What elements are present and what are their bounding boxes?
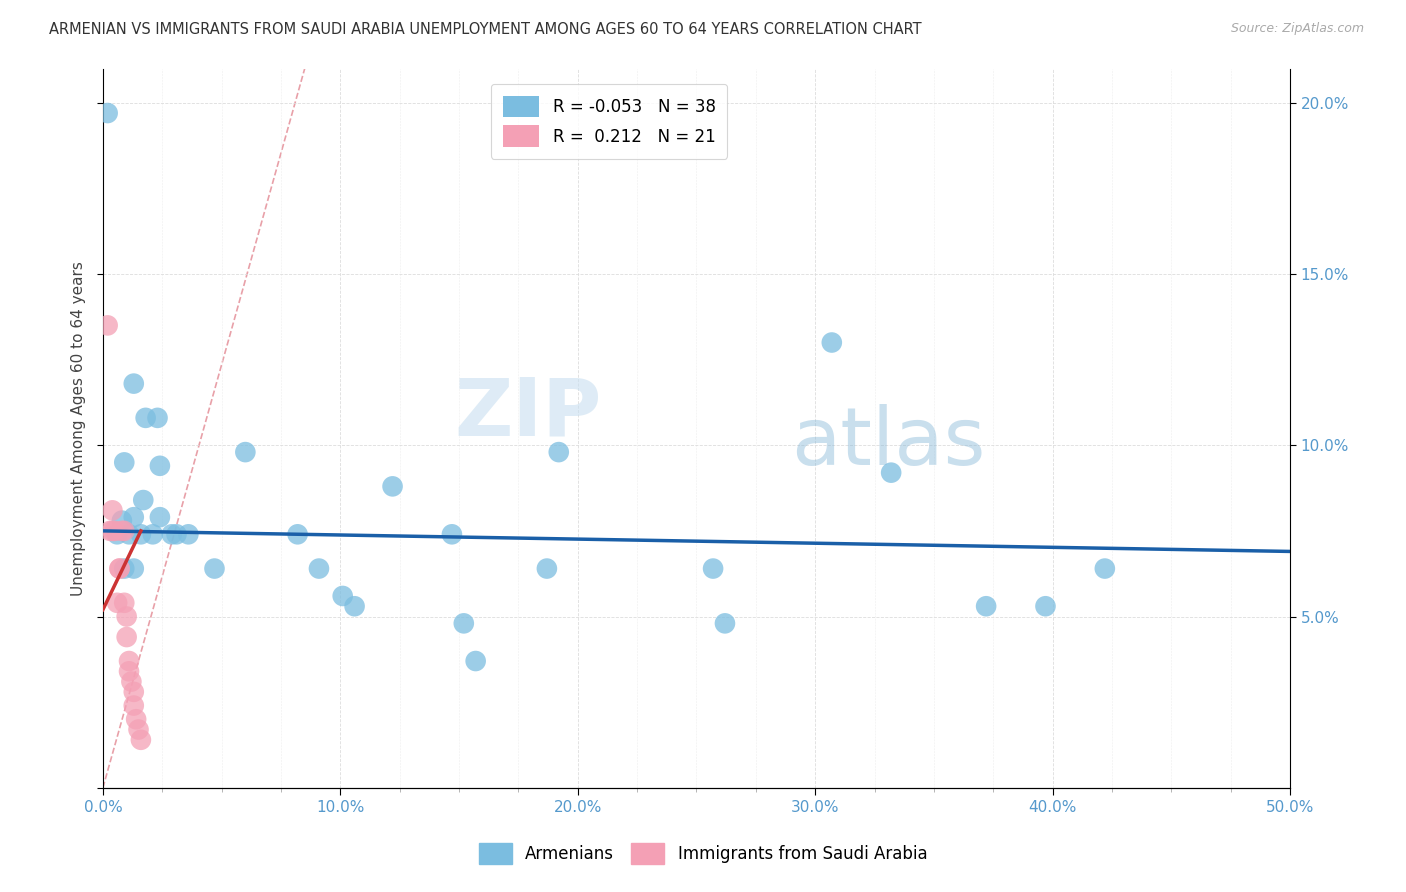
Legend: Armenians, Immigrants from Saudi Arabia: Armenians, Immigrants from Saudi Arabia [472, 837, 934, 871]
Point [97, 106, 120, 120]
Point [104, 524, 127, 538]
Point [108, 561, 131, 575]
Point [112, 596, 135, 610]
Point [132, 493, 155, 508]
Y-axis label: Unemployment Among Ages 60 to 64 years: Unemployment Among Ages 60 to 64 years [72, 260, 86, 596]
Point [547, 445, 569, 459]
Point [108, 561, 131, 575]
Point [1035, 599, 1057, 614]
Point [122, 698, 145, 713]
Point [308, 561, 330, 575]
Point [118, 527, 141, 541]
Text: atlas: atlas [792, 403, 986, 482]
Point [111, 514, 134, 528]
Point [536, 561, 558, 575]
Point [118, 654, 141, 668]
Point [880, 466, 903, 480]
Point [142, 527, 165, 541]
Point [101, 524, 124, 538]
Point [343, 599, 366, 614]
Point [111, 524, 134, 538]
Point [120, 674, 142, 689]
Point [453, 616, 475, 631]
Point [112, 561, 135, 575]
Point [129, 732, 152, 747]
Point [122, 376, 145, 391]
Text: ARMENIAN VS IMMIGRANTS FROM SAUDI ARABIA UNEMPLOYMENT AMONG AGES 60 TO 64 YEARS : ARMENIAN VS IMMIGRANTS FROM SAUDI ARABIA… [49, 22, 922, 37]
Point [235, 445, 257, 459]
Point [97, 318, 120, 333]
Point [125, 712, 148, 726]
Point [115, 630, 138, 644]
Point [440, 527, 463, 541]
Point [105, 527, 128, 541]
Point [128, 723, 150, 737]
Point [122, 561, 145, 575]
Point [122, 510, 145, 524]
Point [204, 561, 226, 575]
Point [118, 665, 141, 679]
Point [381, 479, 404, 493]
Point [149, 458, 172, 473]
Point [135, 410, 157, 425]
Legend: R = -0.053   N = 38, R =  0.212   N = 21: R = -0.053 N = 38, R = 0.212 N = 21 [491, 84, 727, 159]
Point [702, 561, 724, 575]
Text: ZIP: ZIP [454, 375, 602, 453]
Point [105, 596, 128, 610]
Point [101, 503, 124, 517]
Point [166, 527, 188, 541]
Point [146, 410, 169, 425]
Text: Source: ZipAtlas.com: Source: ZipAtlas.com [1230, 22, 1364, 36]
Point [160, 527, 183, 541]
Point [464, 654, 486, 668]
Point [714, 616, 737, 631]
Point [112, 524, 135, 538]
Point [332, 589, 354, 603]
Point [974, 599, 997, 614]
Point [149, 510, 172, 524]
Point [821, 335, 844, 350]
Point [115, 609, 138, 624]
Point [112, 455, 135, 469]
Point [177, 527, 200, 541]
Point [1094, 561, 1116, 575]
Point [287, 527, 309, 541]
Point [129, 527, 152, 541]
Point [98, 524, 121, 538]
Point [122, 685, 145, 699]
